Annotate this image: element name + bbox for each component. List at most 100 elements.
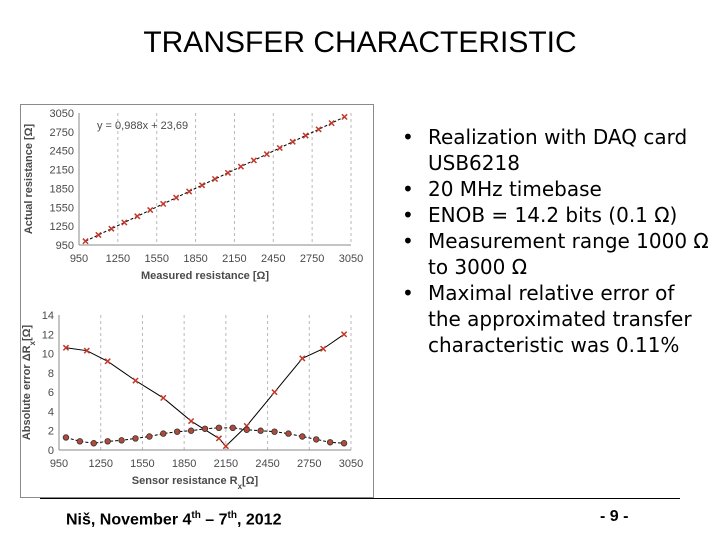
data-point-stroke: [328, 119, 335, 127]
y-tick-label: 12: [42, 329, 54, 341]
data-point-x: [289, 138, 296, 145]
data-point-circle: [132, 435, 139, 442]
bullet-dot-icon: •: [402, 203, 414, 227]
regression-equation: y = 0,988x + 23,69: [97, 120, 188, 132]
y-tick-label: 8: [48, 368, 54, 380]
data-point-stroke: [276, 144, 283, 152]
data-point-x: [271, 389, 278, 396]
data-point-x: [121, 219, 128, 226]
y-axis-title-text: Absolute error ΔR: [21, 345, 33, 440]
data-point-stroke: [250, 157, 257, 164]
bullet-item: • Maximal relative error of the approxima…: [398, 280, 710, 358]
data-point-x: [160, 394, 167, 402]
x-tick-label: 2150: [214, 458, 238, 470]
data-point-circle: [243, 426, 250, 433]
data-point-circle: [146, 433, 153, 440]
y-tick-label: 2450: [50, 146, 74, 158]
x-tick-label: 3050: [339, 253, 363, 265]
x-tick-label: 1850: [172, 458, 196, 470]
y-tick-label: 2150: [50, 165, 74, 177]
data-point-stroke: [215, 435, 223, 442]
footer-dash: – 7: [200, 511, 228, 529]
bullet-dot-icon: •: [402, 177, 414, 201]
data-point-x: [215, 435, 223, 442]
bullet-text: Maximal relative error of the approximat…: [428, 281, 692, 357]
data-point-x: [173, 194, 180, 201]
data-point-stroke: [315, 126, 322, 133]
data-point-circle: [62, 434, 70, 441]
y-tick-label: 1550: [50, 202, 74, 214]
x-tick-label: 1550: [130, 458, 154, 470]
data-point-stroke: [289, 138, 296, 145]
data-point-circle: [160, 430, 167, 437]
y-tick-label: 14: [42, 310, 54, 322]
data-point-circle: [215, 424, 223, 432]
data-point-x: [104, 358, 111, 365]
data-point-stroke: [62, 344, 70, 351]
y-axis-title: Actual resistance [Ω]: [23, 124, 35, 235]
data-point-x: [250, 157, 257, 164]
x-axis-title: Sensor resistance Rx[Ω]: [132, 475, 259, 491]
data-point-x: [341, 113, 348, 121]
x-tick-label: 950: [50, 458, 68, 470]
data-point-circle: [313, 436, 320, 443]
data-point-x: [83, 347, 90, 354]
x-tick-label: 2150: [222, 253, 246, 265]
bullet-text: Measurement range 1000 Ω to 3000 Ω: [428, 229, 709, 279]
y-tick-label: 4: [48, 406, 54, 418]
y-tick-label: 10: [42, 349, 54, 361]
page-number: - 9 -: [600, 508, 629, 525]
data-point-stroke: [211, 175, 219, 183]
data-point-x: [224, 169, 232, 176]
bullet-dot-icon: •: [402, 281, 414, 305]
footer-divider: [40, 498, 680, 499]
bullet-item: • ENOB = 14.2 bits (0.1 Ω): [398, 202, 710, 228]
slide-title: TRANSFER CHARACTERISTIC: [143, 26, 577, 59]
x-axis-title-text: Sensor resistance R: [132, 475, 238, 487]
data-point-stroke: [198, 182, 206, 189]
data-point-x: [134, 213, 141, 220]
y-tick-label: 6: [48, 387, 54, 399]
data-point-x: [95, 231, 102, 239]
data-point-stroke: [271, 389, 278, 396]
data-point-stroke: [160, 200, 167, 208]
data-point-circle: [201, 425, 209, 432]
data-point-x: [302, 132, 309, 139]
bullet-dot-icon: •: [402, 125, 414, 149]
x-tick-label: 2750: [300, 253, 324, 265]
chart-frame: 950 1250 1550 1850 2150 2450 2750 3050 950 1250 15…: [20, 104, 374, 498]
data-point-stroke: [108, 225, 115, 232]
y-tick-label: 2: [48, 426, 54, 438]
data-point-circle: [118, 437, 125, 444]
x-tick-label: 2750: [297, 458, 321, 470]
x-axis-title: Measured resistance [Ω]: [141, 270, 269, 282]
data-point-circle: [285, 430, 292, 437]
y-tick-label: 3050: [50, 108, 74, 120]
data-point-x: [160, 200, 167, 208]
bullet-item: • 20 MHz timebase: [398, 176, 710, 202]
y-tick-label: 0: [48, 445, 54, 457]
x-tick-label: 1250: [106, 253, 130, 265]
data-point-circle: [326, 439, 334, 446]
x-tick-label: 3050: [339, 458, 363, 470]
data-point-x: [276, 144, 283, 152]
data-point-stroke: [82, 238, 89, 245]
data-point-circle: [187, 427, 195, 434]
data-point-x: [132, 377, 139, 384]
data-point-stroke: [187, 417, 195, 425]
bullet-item: • Realization with DAQ card USB6218: [398, 124, 710, 176]
bullet-text: Realization with DAQ card USB6218: [428, 125, 688, 175]
data-point-circle: [257, 427, 264, 434]
x-tick-label: 1550: [144, 253, 168, 265]
data-point-circle: [271, 428, 278, 435]
data-point-x: [320, 345, 327, 352]
x-axis-title-text: Measured resistance [Ω]: [141, 270, 269, 282]
data-point-stroke: [222, 443, 229, 450]
data-point-stroke: [341, 113, 348, 121]
y-axis-title-text: Actual resistance [Ω]: [23, 124, 35, 235]
bullet-text: 20 MHz timebase: [428, 177, 602, 201]
data-point-circle: [90, 440, 97, 447]
data-point-stroke: [263, 151, 270, 158]
bullet-item: • Measurement range 1000 Ω to 3000 Ω: [398, 228, 710, 280]
data-point-circle: [104, 438, 111, 445]
